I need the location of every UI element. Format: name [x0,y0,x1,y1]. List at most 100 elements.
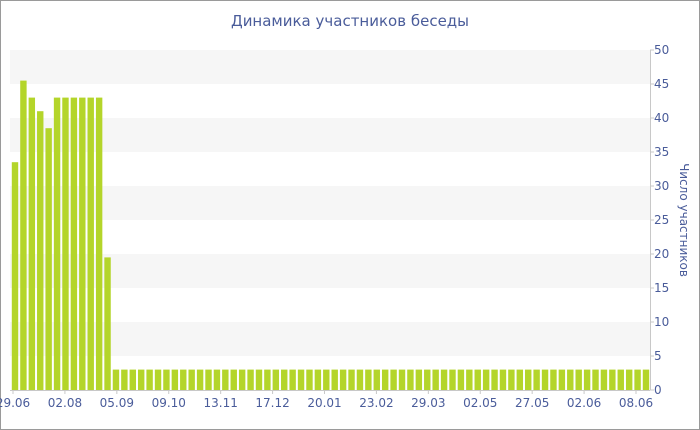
grid-band [10,254,650,288]
bar [79,97,86,390]
bar [45,128,52,390]
x-tick-label: 02.05 [463,396,497,410]
bar [11,162,19,390]
y-tick-label: 30 [654,179,669,193]
bar [28,97,36,390]
bar [390,369,397,390]
bar [53,97,61,390]
bar [264,369,271,390]
bar [491,369,498,390]
bar [583,369,591,390]
bar [466,369,473,390]
bar [365,369,372,390]
bar [37,111,44,390]
grid-band [10,50,650,84]
bar [314,369,322,390]
bar [339,369,347,390]
bar [525,369,532,390]
bar [70,97,78,390]
bar [20,80,27,390]
bar [398,369,406,390]
bar [331,369,338,390]
bar [95,97,103,390]
y-tick-label: 45 [654,77,669,91]
bar [356,369,364,390]
bar [112,369,120,390]
y-tick-label: 10 [654,315,669,329]
bar [62,97,69,390]
y-tick-label: 50 [654,43,669,57]
bar [104,257,111,390]
bar [533,369,540,390]
x-tick-label: 05.09 [100,396,134,410]
bar [424,369,431,390]
bar [205,369,212,390]
bar [348,369,355,390]
bar [482,369,490,390]
y-tick-label: 40 [654,111,669,125]
bar [432,369,439,390]
y-axis-title: Число участников [677,163,691,277]
bar [137,369,145,390]
bar [634,369,641,390]
x-tick-label: 20.01 [307,396,341,410]
bar [617,369,624,390]
x-tick-label: 08.06 [619,396,653,410]
bar [163,369,170,390]
bar [474,369,481,390]
bar [297,369,305,390]
y-tick-label: 20 [654,247,669,261]
y-tick-label: 35 [654,145,669,159]
bar [121,369,128,390]
bar [373,369,380,390]
bar [541,369,549,390]
bar [415,369,423,390]
y-tick-label: 15 [654,281,669,295]
grid-bands [10,50,650,356]
bar [625,369,633,390]
bar [575,369,582,390]
grid-band [10,118,650,152]
bar [323,369,330,390]
x-tick-label: 02.06 [567,396,601,410]
bar [440,369,448,390]
bar [129,369,136,390]
bar [247,369,254,390]
x-tick-label: 02.08 [48,396,82,410]
y-tick-labels: 0 5 10 15 20 25 30 35 40 45 50 [650,43,669,397]
bar [558,369,566,390]
bar [306,369,313,390]
x-tick-label: 17.12 [255,396,289,410]
bar [592,369,599,390]
bar [567,369,574,390]
x-tick-label: 29.06 [0,396,30,410]
x-tick-label: 09.10 [152,396,186,410]
bar [230,369,237,390]
bar [381,369,389,390]
bar [196,369,204,390]
bar [180,369,187,390]
bar [457,369,465,390]
bar [222,369,229,390]
y-tick-label: 0 [654,383,662,397]
bar [154,369,162,390]
bar [272,369,280,390]
bar [188,369,195,390]
bar [213,369,221,390]
bar [609,369,616,390]
bar [238,369,246,390]
bar [642,369,650,390]
bar [600,369,608,390]
bars [11,80,650,390]
bar [289,369,296,390]
y-tick-label: 25 [654,213,669,227]
bar [449,369,456,390]
x-tick-label: 23.02 [359,396,393,410]
bar [281,369,288,390]
grid-band [10,322,650,356]
bar [508,369,515,390]
bar [499,369,507,390]
y-tick-label: 5 [654,349,662,363]
bar [171,369,179,390]
